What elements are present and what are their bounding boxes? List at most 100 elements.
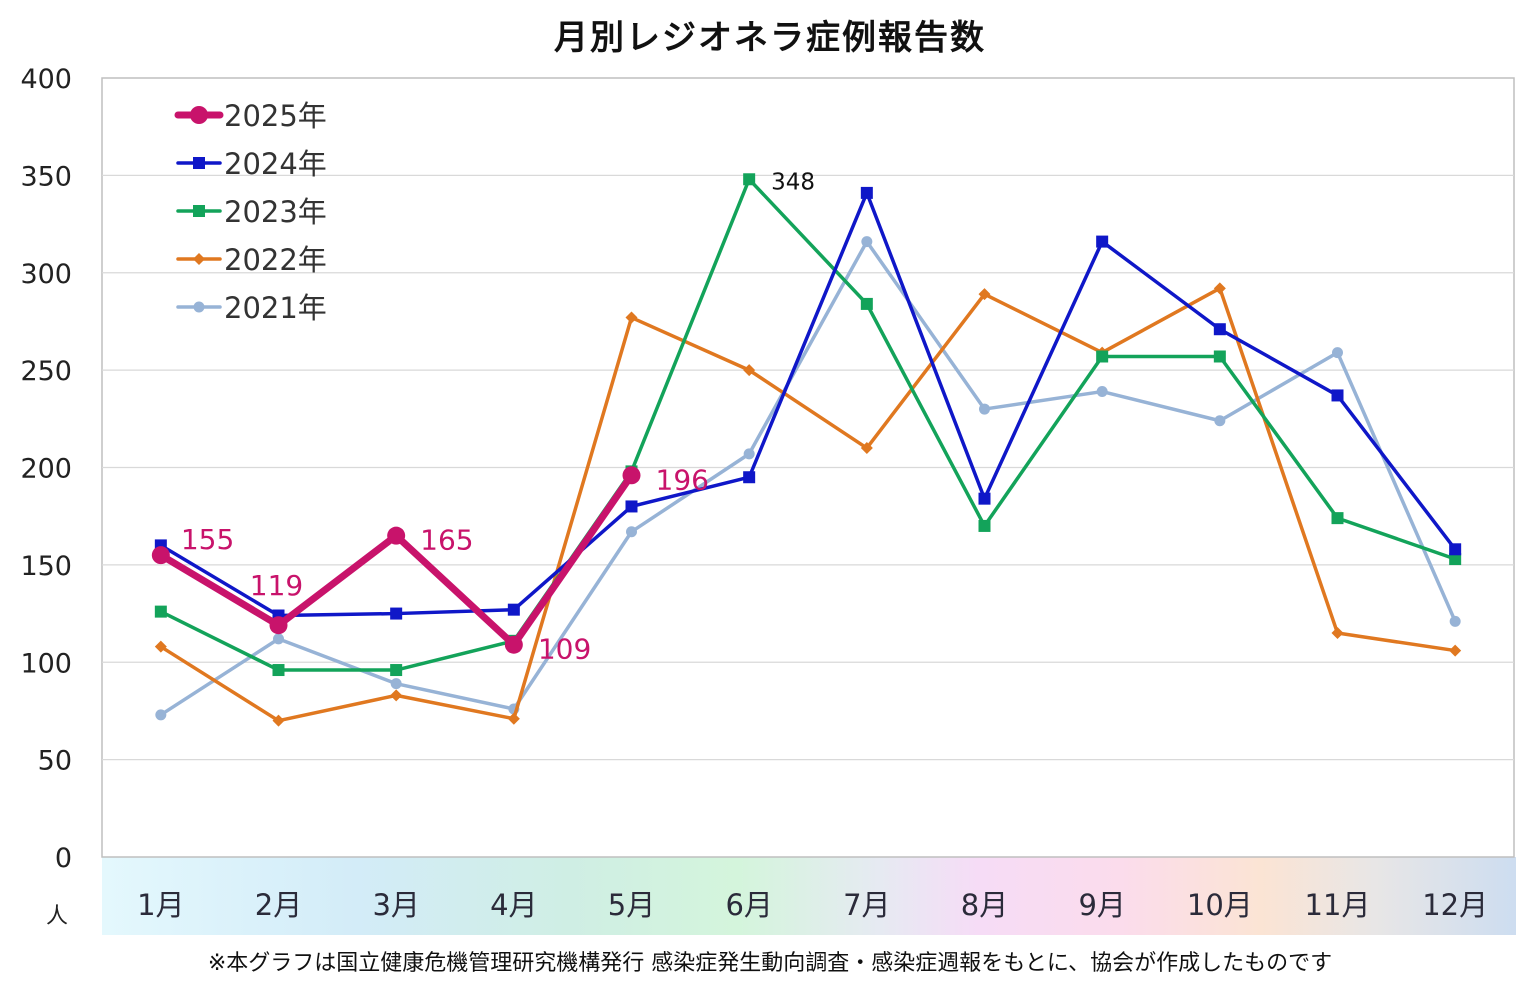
legend-entry-2023年: 2023年 (176, 195, 327, 229)
legend-entry-2021年: 2021年 (176, 291, 327, 325)
point-2023年-12月 (1449, 553, 1462, 566)
point-2023年-6月 (743, 173, 756, 186)
series-line-2022年 (159, 286, 1457, 723)
series-2021年 (155, 236, 1461, 721)
y-tick-label-200: 200 (20, 454, 72, 485)
point-2024年-9月 (1096, 235, 1109, 248)
point-2022年-7月 (860, 442, 873, 455)
point-2025年-3月 (387, 526, 406, 545)
data-label-2023年-6月: 348 (771, 169, 815, 195)
series-line-2021年 (159, 239, 1457, 717)
point-2022年-11月 (1331, 627, 1344, 640)
legend-swatch-marker-2023年 (193, 205, 205, 217)
point-2021年-1月 (155, 709, 167, 721)
y-tick-label-300: 300 (20, 259, 72, 290)
x-tick-label-9: 9月 (1078, 888, 1125, 922)
point-2025年-5月 (622, 466, 641, 485)
point-2024年-3月 (390, 607, 403, 620)
point-2021年-11月 (1332, 347, 1343, 359)
point-2021年-6月 (743, 448, 755, 460)
data-label-2025年-5月: 196 (656, 463, 709, 496)
point-2021年-7月 (861, 236, 873, 248)
point-2023年-2月 (272, 664, 285, 677)
x-tick-label-7: 7月 (843, 888, 890, 922)
legend-label-2022年: 2022年 (224, 243, 327, 277)
point-2022年-6月 (743, 364, 756, 377)
point-2023年-11月 (1331, 512, 1344, 525)
series-2025年 (151, 466, 641, 654)
point-2021年-9月 (1096, 386, 1108, 398)
data-label-2025年-2月: 119 (250, 569, 303, 602)
data-label-2025年-1月: 155 (181, 523, 234, 556)
data-label-2025年-3月: 165 (420, 524, 473, 557)
point-2022年-5月 (625, 311, 638, 324)
x-tick-label-4: 4月 (490, 888, 537, 922)
legend-label-2024年: 2024年 (224, 147, 327, 181)
legend-swatch-marker-2025年 (190, 106, 208, 124)
point-2022年-12月 (1449, 644, 1462, 657)
data-label-2025年-4月: 109 (538, 633, 591, 666)
point-2023年-1月 (154, 605, 167, 618)
x-tick-label-8: 8月 (961, 888, 1008, 922)
point-2025年-4月 (504, 635, 523, 654)
x-tick-label-1: 1月 (137, 888, 184, 922)
x-tick-label-11: 11月 (1305, 888, 1371, 922)
legend-label-2023年: 2023年 (224, 195, 327, 229)
point-2021年-2月 (273, 633, 284, 645)
legend-label-2025年: 2025年 (224, 99, 327, 133)
point-2022年-8月 (978, 288, 991, 301)
series-line-2024年 (159, 191, 1457, 618)
point-2024年-5月 (625, 500, 638, 513)
point-2021年-5月 (626, 526, 637, 538)
point-2022年-3月 (390, 689, 403, 702)
legend-label-2021年: 2021年 (224, 291, 327, 325)
point-2023年-7月 (860, 297, 873, 310)
point-2023年-9月 (1096, 350, 1109, 363)
point-2025年-2月 (269, 616, 288, 635)
y-tick-label-150: 150 (20, 551, 72, 582)
y-tick-label-0: 0 (55, 843, 72, 874)
legend-entry-2025年: 2025年 (174, 99, 327, 133)
y-tick-label-100: 100 (20, 648, 72, 679)
legend-entry-2022年: 2022年 (176, 243, 327, 277)
point-2022年-2月 (272, 714, 285, 727)
legend-entry-2024年: 2024年 (176, 147, 327, 181)
point-2023年-8月 (978, 519, 991, 532)
chart-title: 月別レジオネラ症例報告数 (554, 18, 986, 58)
legend-swatch-marker-2021年 (193, 301, 205, 313)
point-2024年-11月 (1331, 389, 1344, 402)
y-tick-label-400: 400 (20, 64, 72, 95)
series-2024年 (154, 186, 1462, 622)
point-2023年-10月 (1213, 350, 1226, 363)
point-2022年-10月 (1213, 282, 1226, 295)
y-tick-label-350: 350 (20, 161, 72, 192)
x-tick-label-6: 6月 (725, 888, 772, 922)
point-2024年-6月 (743, 471, 756, 484)
point-2025年-1月 (151, 546, 170, 565)
x-tick-label-3: 3月 (372, 888, 419, 922)
point-2024年-12月 (1449, 543, 1462, 556)
y-tick-label-250: 250 (20, 356, 72, 387)
point-2021年-8月 (979, 403, 990, 415)
point-2024年-10月 (1213, 323, 1226, 336)
point-2021年-12月 (1449, 615, 1461, 627)
point-2023年-3月 (390, 664, 403, 677)
point-2024年-7月 (860, 186, 873, 199)
series-line-2023年 (159, 177, 1457, 672)
unit-label: 人 (46, 904, 69, 929)
point-2024年-8月 (978, 492, 991, 505)
category-band (102, 857, 1516, 935)
legend-swatch-marker-2022年 (193, 253, 205, 265)
point-2024年-4月 (507, 603, 520, 616)
point-2022年-4月 (507, 712, 520, 725)
point-2021年-10月 (1214, 415, 1226, 427)
x-tick-label-12: 12月 (1422, 888, 1488, 922)
x-tick-label-10: 10月 (1187, 888, 1253, 922)
y-tick-label-50: 50 (38, 746, 72, 777)
footnote: ※本グラフは国立健康危機管理研究機構発行 感染症発生動向調査・感染症週報をもとに… (207, 951, 1333, 976)
x-tick-label-5: 5月 (608, 888, 655, 922)
point-2021年-3月 (390, 678, 402, 690)
legend-swatch-marker-2024年 (193, 157, 205, 169)
